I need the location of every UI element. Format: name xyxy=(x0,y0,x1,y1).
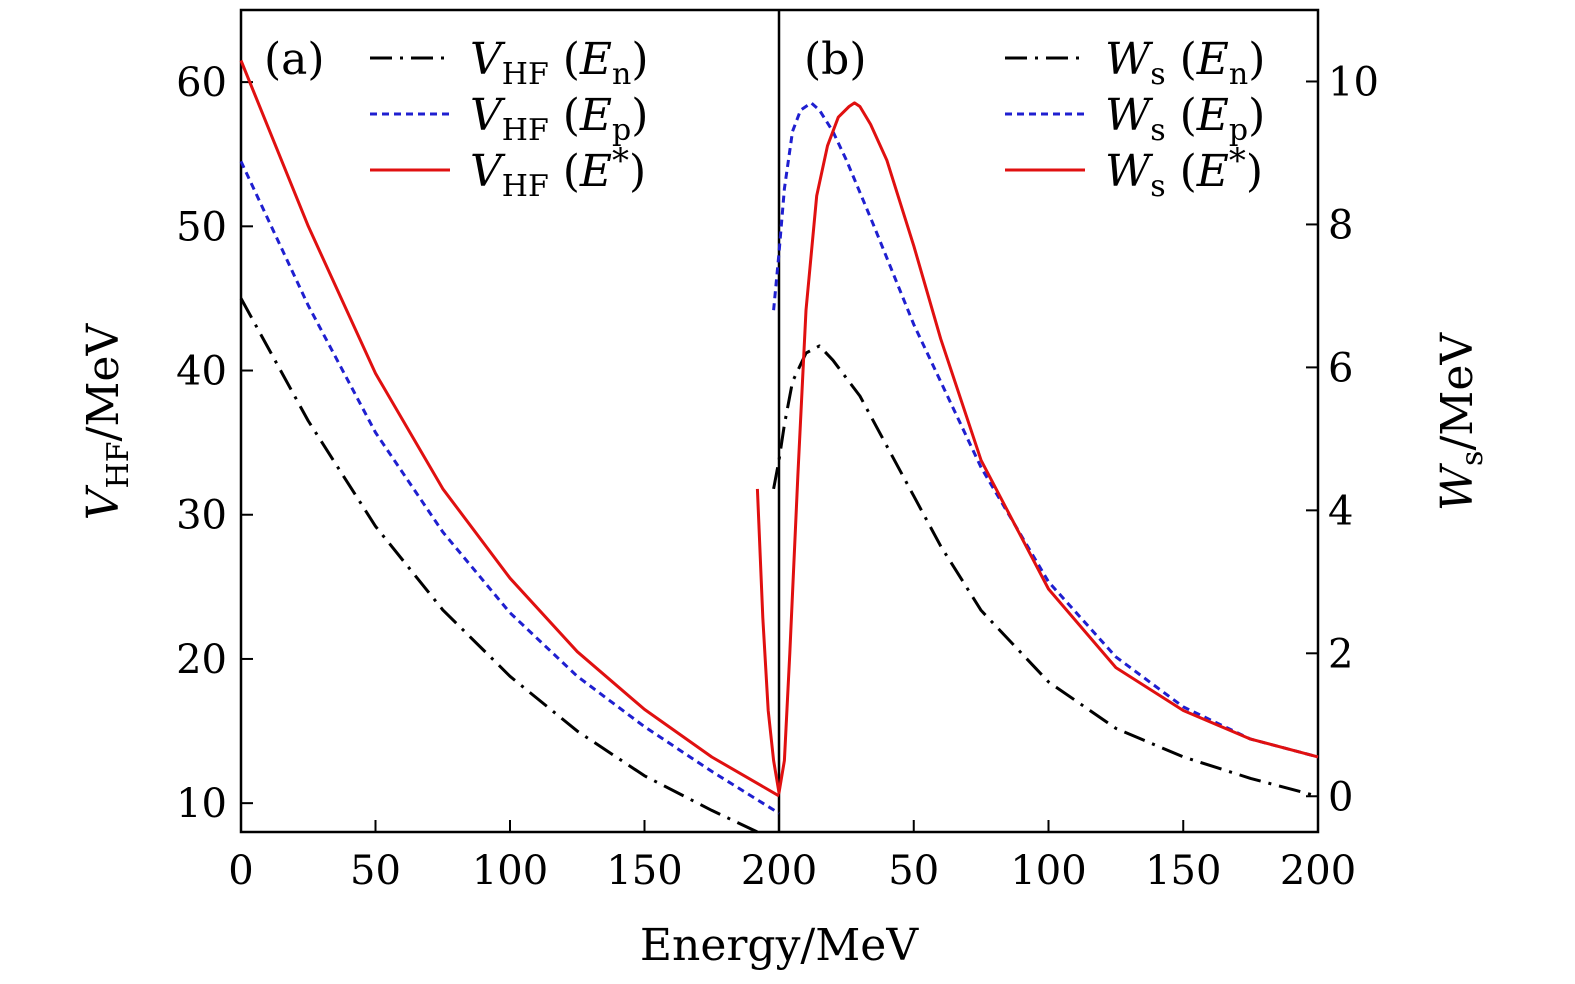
x-tick-label: 100 xyxy=(1010,848,1086,894)
series-ws-ep- xyxy=(772,101,1319,759)
series-vhf-ep- xyxy=(239,160,780,815)
series-vhf-en- xyxy=(239,297,759,834)
panel-label-b: (b) xyxy=(804,34,867,85)
legend-entry: Ws (Ep) xyxy=(1105,90,1265,148)
left-y-tick-label: 30 xyxy=(176,493,227,539)
legend-entry: Ws (E*) xyxy=(1105,141,1263,204)
left-axis-title: VHF/MeV xyxy=(78,323,136,521)
right-y-tick-label: 6 xyxy=(1328,345,1353,391)
left-y-tick-label: 60 xyxy=(176,60,227,106)
right-y-tick-label: 0 xyxy=(1328,774,1353,820)
left-y-tick-label: 20 xyxy=(176,637,227,683)
left-y-tick-label: 10 xyxy=(176,781,227,827)
left-y-tick-label: 50 xyxy=(176,204,227,250)
left-y-tick-label: 40 xyxy=(176,349,227,395)
series-vhf-e- xyxy=(239,59,780,798)
legend-entry: VHF (En) xyxy=(470,34,649,92)
x-tick-label: 100 xyxy=(472,848,548,894)
x-tick-label: 150 xyxy=(606,848,682,894)
legend-entry: Ws (En) xyxy=(1105,34,1265,92)
series-ws-e- xyxy=(755,101,1319,795)
x-tick-label: 50 xyxy=(350,848,401,894)
x-tick-label: 50 xyxy=(888,848,939,894)
x-tick-label: 200 xyxy=(741,848,817,894)
right-y-tick-label: 2 xyxy=(1328,631,1353,677)
right-y-tick-label: 10 xyxy=(1328,59,1379,105)
x-tick-label: 200 xyxy=(1280,848,1356,894)
legend-entry: VHF (E*) xyxy=(470,141,646,204)
legend-entry: VHF (Ep) xyxy=(470,90,648,148)
x-tick-label: 150 xyxy=(1145,848,1221,894)
right-y-tick-label: 8 xyxy=(1328,202,1353,248)
x-tick-label: 0 xyxy=(228,848,253,894)
x-axis-title: Energy/MeV xyxy=(640,920,919,971)
right-axis-title: Ws/MeV xyxy=(1432,332,1490,512)
panel-label-a: (a) xyxy=(264,34,325,85)
right-y-tick-label: 4 xyxy=(1328,488,1353,534)
series-ws-en- xyxy=(772,344,1319,798)
